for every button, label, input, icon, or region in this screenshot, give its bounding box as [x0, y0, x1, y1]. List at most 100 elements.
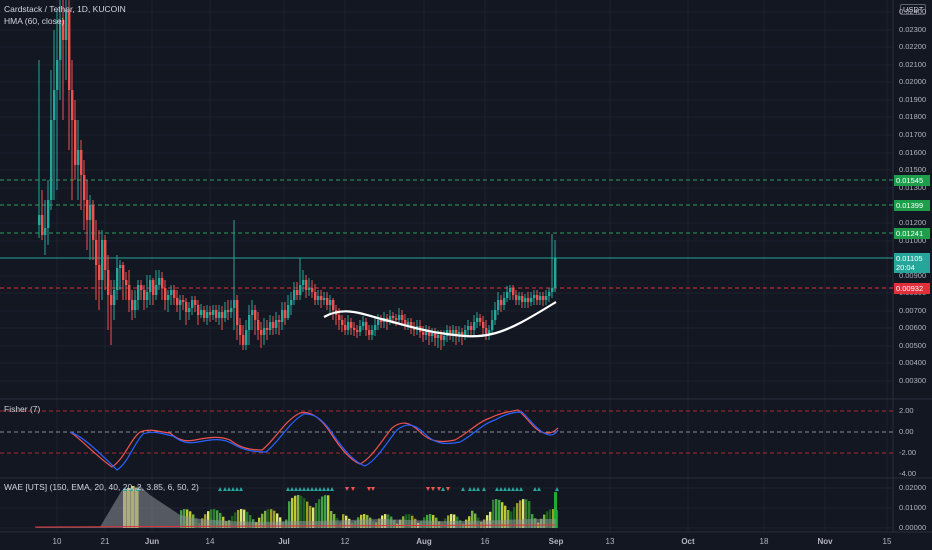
- candle: [308, 278, 311, 296]
- candle: [179, 295, 182, 320]
- candle: [314, 284, 317, 305]
- candle: [332, 298, 335, 320]
- candle: [236, 295, 239, 340]
- wae-signal-marker: [367, 487, 371, 491]
- candlestick-series[interactable]: [38, 0, 557, 350]
- candle: [470, 322, 473, 335]
- candle: [98, 230, 101, 310]
- candle: [266, 320, 269, 340]
- symbol-title[interactable]: Cardstack / Tether, 1D, KUCOIN: [4, 4, 126, 14]
- fisher-pane[interactable]: [0, 409, 893, 471]
- wae-bar: [549, 509, 552, 528]
- price-tick-label: 0.01700: [899, 130, 927, 139]
- fisher-indicator-label[interactable]: Fisher (7): [4, 404, 41, 414]
- wae-signal-marker: [129, 487, 133, 491]
- candle: [449, 326, 452, 340]
- wae-bar: [318, 499, 321, 528]
- wae-signal-marker: [235, 487, 239, 491]
- candle: [341, 315, 344, 332]
- time-tick-label: 10: [52, 537, 62, 546]
- candle: [434, 328, 437, 346]
- wae-indicator-label[interactable]: WAE [UTS] (150, EMA, 20, 40, 20, 2, 3.85…: [4, 482, 199, 492]
- price-tick-label: 0.02000: [899, 77, 927, 86]
- wae-bar: [249, 515, 252, 528]
- price-tick-label: 0.00500: [899, 341, 927, 350]
- candle: [275, 312, 278, 334]
- price-tick-label: 0.00600: [899, 323, 927, 332]
- time-tick-label: 21: [100, 537, 110, 546]
- currency-badge[interactable]: USDT: [900, 4, 927, 15]
- candle: [221, 306, 224, 330]
- candle: [71, 60, 74, 200]
- candle: [431, 328, 434, 342]
- wae-bar: [294, 495, 297, 528]
- candle: [191, 296, 194, 315]
- candle: [233, 220, 236, 330]
- time-tick-label: Sep: [548, 537, 564, 546]
- time-tick-label: 12: [340, 537, 350, 546]
- hma-line[interactable]: [323, 301, 557, 338]
- wae-signal-marker: [123, 487, 127, 491]
- wae-signal-marker: [290, 487, 294, 491]
- candle: [323, 292, 326, 305]
- fisher-line: [69, 409, 559, 468]
- wae-signal-marker: [314, 487, 318, 491]
- wae-bar: [237, 509, 240, 528]
- wae-signal-marker: [495, 487, 499, 491]
- candle: [44, 200, 47, 255]
- candle: [476, 312, 479, 328]
- wae-bar: [213, 509, 216, 528]
- candle: [128, 270, 131, 312]
- candle: [56, 10, 59, 190]
- candle: [542, 292, 545, 306]
- wae-signal-marker: [431, 487, 435, 491]
- candle: [254, 305, 257, 335]
- wae-bar: [291, 497, 294, 528]
- wae-bar: [306, 501, 309, 528]
- candle: [143, 285, 146, 310]
- wae-bar: [243, 509, 246, 528]
- candle: [92, 200, 95, 260]
- candle: [158, 270, 161, 290]
- price-tick-label: 0.02200: [899, 42, 927, 51]
- wae-bar: [519, 500, 522, 528]
- candle: [197, 300, 200, 325]
- candle: [62, 0, 65, 120]
- time-tick-label: Aug: [416, 537, 432, 546]
- fisher-trigger-line: [69, 411, 559, 471]
- wae-signal-marker: [476, 487, 480, 491]
- candle: [320, 290, 323, 308]
- fisher-tick-label: -2.00: [899, 448, 917, 457]
- candle: [248, 305, 251, 345]
- wae-bar: [288, 501, 291, 528]
- wae-signal-marker: [302, 487, 306, 491]
- price-levels[interactable]: [0, 179, 893, 289]
- hma-indicator-label[interactable]: HMA (60, close): [4, 16, 65, 26]
- candle: [299, 258, 302, 300]
- wae-bar: [525, 499, 528, 528]
- wae-pane[interactable]: [0, 486, 893, 529]
- candle: [365, 318, 368, 336]
- candle: [491, 310, 494, 335]
- candle: [533, 290, 536, 305]
- candle: [395, 314, 398, 326]
- wae-signal-marker: [310, 487, 314, 491]
- wae-signal-marker: [482, 487, 486, 491]
- candle: [257, 312, 260, 340]
- candle: [113, 280, 116, 320]
- price-tick-label: 0.00700: [899, 306, 927, 315]
- price-tick-label: 0.00300: [899, 376, 927, 385]
- candle: [329, 295, 332, 315]
- candle: [479, 314, 482, 326]
- wae-bar: [300, 495, 303, 528]
- candle: [413, 322, 416, 336]
- wae-bar: [516, 503, 519, 528]
- wae-deadzone-line: [34, 524, 557, 528]
- wae-signal-marker: [555, 487, 559, 491]
- time-tick-label: 15: [882, 537, 892, 546]
- price-tick-label: 0.02300: [899, 25, 927, 34]
- candle: [548, 288, 551, 302]
- candle: [296, 282, 299, 300]
- candle: [203, 306, 206, 322]
